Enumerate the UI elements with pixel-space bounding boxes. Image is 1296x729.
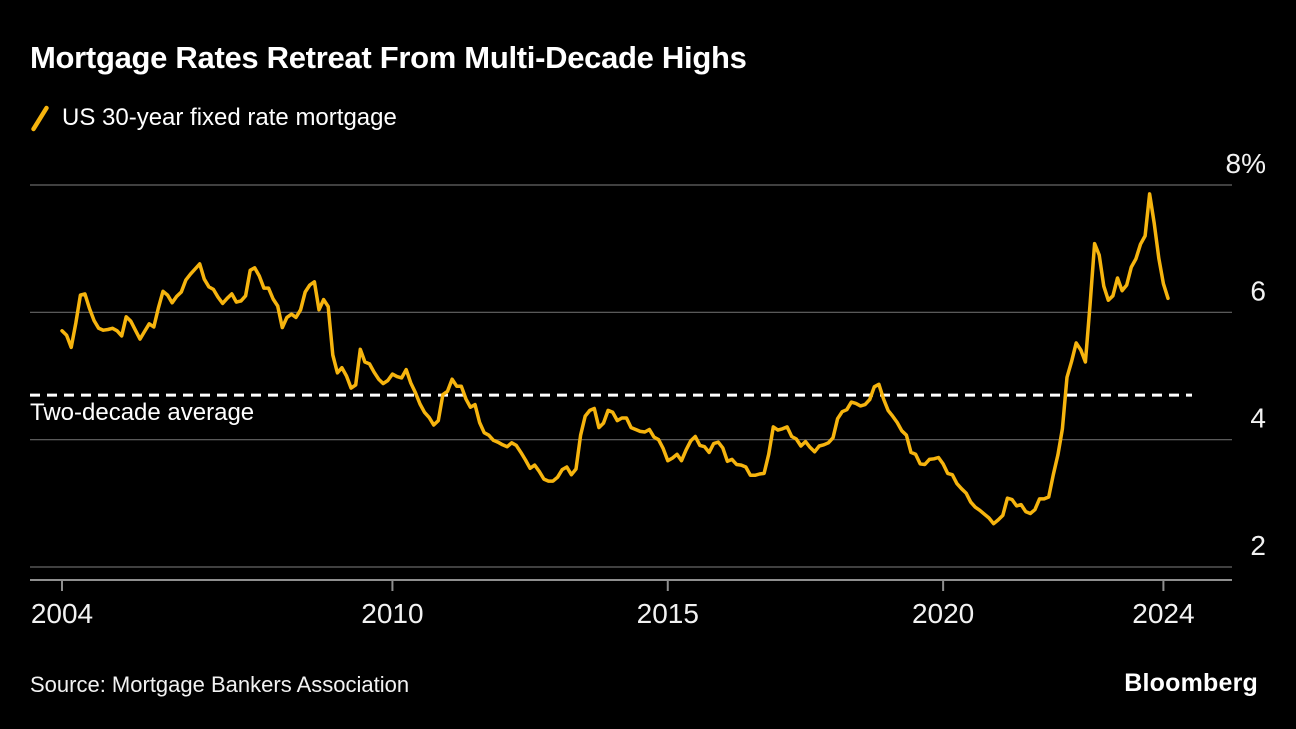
mortgage-rate-line <box>60 192 1170 526</box>
legend: US 30-year fixed rate mortgage <box>30 104 397 132</box>
x-axis-tick-label: 2024 <box>1132 598 1194 629</box>
x-axis-tick-label: 2015 <box>637 598 699 629</box>
bloomberg-logo: Bloomberg <box>1124 669 1258 697</box>
x-axis-tick-label: 2004 <box>31 598 93 629</box>
y-axis-tick-label: 4 <box>1250 403 1266 434</box>
source-note: Source: Mortgage Bankers Association <box>30 672 410 697</box>
slash-icon <box>31 105 49 131</box>
y-axis-tick-label: 6 <box>1250 275 1266 306</box>
chart-title: Mortgage Rates Retreat From Multi-Decade… <box>30 40 747 75</box>
y-axis-tick-label: 2 <box>1250 530 1266 561</box>
x-axis-tick-label: 2020 <box>912 598 974 629</box>
y-axis-tick-label: 8% <box>1226 148 1266 179</box>
average-line-label: Two-decade average <box>30 399 255 427</box>
x-axis-tick-label: 2010 <box>361 598 423 629</box>
legend-label: US 30-year fixed rate mortgage <box>62 104 397 131</box>
